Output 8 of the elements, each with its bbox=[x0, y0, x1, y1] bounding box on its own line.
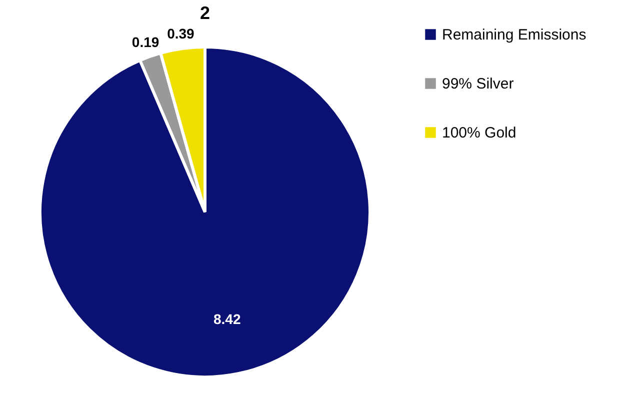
legend-label: Remaining Emissions bbox=[442, 26, 586, 44]
data-label: 0.39 bbox=[167, 26, 195, 42]
data-label: 8.42 bbox=[213, 310, 241, 327]
legend-label: 100% Gold bbox=[442, 124, 516, 142]
legend-label: 99% Silver bbox=[442, 76, 514, 92]
data-label: 0.19 bbox=[132, 34, 160, 50]
chart-title: 2 bbox=[200, 3, 210, 23]
pie-slice bbox=[38, 46, 372, 378]
